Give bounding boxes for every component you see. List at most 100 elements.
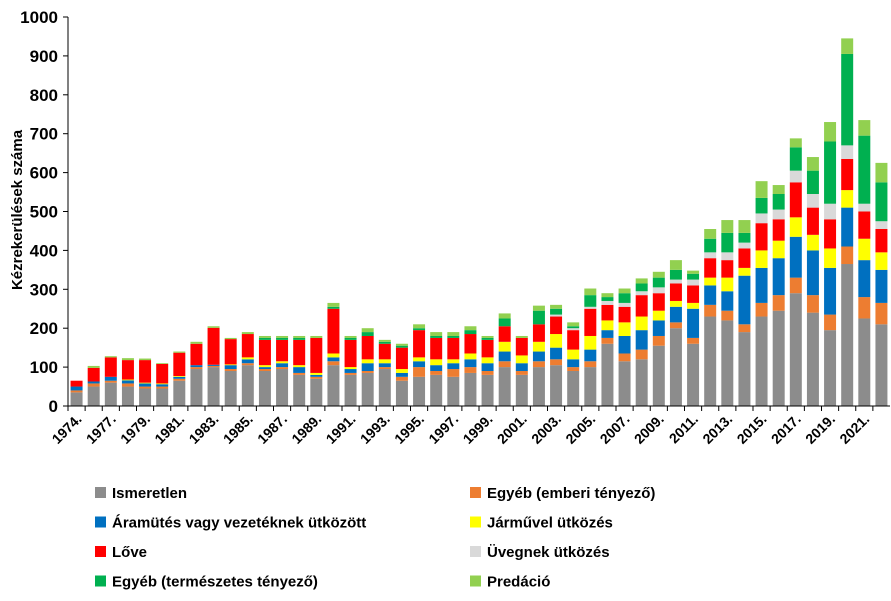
- bar-segment: [87, 365, 100, 368]
- x-tick-label: 1985.: [220, 411, 256, 447]
- bar-segment: [344, 369, 357, 373]
- bar-segment: [584, 288, 597, 296]
- bar-segment: [875, 302, 888, 325]
- bar-segment: [635, 295, 648, 317]
- bar-segment: [413, 330, 426, 358]
- bar-segment: [156, 388, 169, 406]
- bar-segment: [173, 376, 186, 379]
- bar-segment: [207, 365, 220, 368]
- bar-segment: [550, 308, 563, 315]
- bar-segment: [447, 335, 460, 338]
- x-tick-label: 2017.: [768, 411, 804, 447]
- bar-segment: [413, 367, 426, 377]
- bar-segment: [669, 269, 682, 280]
- bar-segment: [669, 279, 682, 284]
- bar-segment: [721, 291, 734, 311]
- bar-segment: [704, 277, 717, 286]
- legend-label: Járművel ütközés: [487, 515, 613, 532]
- bar-segment: [241, 365, 254, 406]
- bar-segment: [652, 271, 665, 278]
- legend-label: Áramütés vagy vezetéknek ütközött: [112, 515, 366, 532]
- x-tick-label: 1983.: [186, 411, 222, 447]
- bar-segment: [669, 300, 682, 307]
- bar-segment: [532, 305, 545, 311]
- bar-segment: [430, 335, 443, 338]
- bar-segment: [276, 339, 289, 362]
- bar-segment: [824, 248, 837, 268]
- bar-segment: [755, 223, 768, 251]
- bar-segment: [858, 297, 871, 319]
- bar-segment: [327, 357, 340, 362]
- bar-segment: [721, 320, 734, 406]
- bar-segment: [789, 236, 802, 278]
- bar-segment: [738, 332, 751, 406]
- bar-segment: [87, 381, 100, 384]
- bar-segment: [293, 374, 306, 406]
- bar-segment: [772, 193, 785, 210]
- y-tick-label: 200: [30, 319, 58, 338]
- bar-segment: [687, 302, 700, 309]
- bar-segment: [806, 250, 819, 296]
- bar-segment: [310, 372, 323, 375]
- bar-segment: [498, 326, 511, 342]
- bar-segment: [241, 359, 254, 364]
- legend-label: Egyéb (természetes tényező): [112, 574, 318, 591]
- x-tick-label: 1991.: [323, 411, 359, 447]
- bar-segment: [806, 234, 819, 251]
- bar-segment: [121, 380, 134, 384]
- bar-segment: [532, 310, 545, 325]
- x-tick-label: 1977.: [83, 411, 119, 447]
- x-tick-label: 1993.: [357, 411, 393, 447]
- bar-segment: [721, 232, 734, 253]
- x-tick-label: 2021.: [836, 411, 872, 447]
- y-tick-label: 400: [30, 241, 58, 260]
- bar-segment: [567, 367, 580, 371]
- bar-segment: [841, 246, 854, 265]
- bar-segment: [464, 367, 477, 373]
- bar-segment: [430, 370, 443, 375]
- bar-segment: [344, 374, 357, 406]
- bar-segment: [669, 322, 682, 329]
- legend-swatch: [470, 575, 481, 587]
- bar-segment: [121, 379, 134, 381]
- bar-segment: [721, 260, 734, 278]
- bar-segment: [550, 347, 563, 360]
- bar-segment: [584, 308, 597, 336]
- bar-segment: [618, 361, 631, 406]
- bar-segment: [824, 141, 837, 204]
- bar-segment: [515, 374, 528, 406]
- bar-segment: [601, 330, 614, 338]
- x-tick-label: 1987.: [254, 411, 290, 447]
- y-axis-label: Kézrekerülések száma: [9, 129, 26, 290]
- bar-segment: [875, 252, 888, 270]
- bar-segment: [704, 304, 717, 317]
- bar-segment: [875, 269, 888, 303]
- bar-segment: [532, 361, 545, 368]
- bar-segment: [413, 376, 426, 406]
- bar-segment: [772, 295, 785, 311]
- y-tick-label: 0: [49, 397, 58, 416]
- bar-segment: [652, 335, 665, 346]
- bar-segment: [224, 337, 237, 340]
- bar-segment: [87, 367, 100, 382]
- bar-segment: [430, 359, 443, 366]
- bar-segment: [413, 328, 426, 331]
- bar-segment: [498, 351, 511, 362]
- legend-label: Egyéb (emberi tényező): [487, 485, 655, 502]
- bar-segment: [190, 343, 203, 366]
- bar-segment: [361, 328, 374, 333]
- bar-segment: [806, 312, 819, 406]
- bar-segment: [755, 213, 768, 224]
- legend-swatch: [470, 487, 481, 498]
- bar-segment: [704, 238, 717, 253]
- bar-segment: [173, 376, 186, 377]
- bar-segment: [824, 267, 837, 315]
- bar-segment: [190, 365, 203, 368]
- bar-segment: [413, 361, 426, 368]
- bar-segment: [652, 287, 665, 294]
- bar-segment: [704, 229, 717, 239]
- bar-segment: [806, 170, 819, 194]
- bar-segment: [276, 367, 289, 370]
- bar-segment: [738, 267, 751, 276]
- bar-segment: [258, 339, 271, 366]
